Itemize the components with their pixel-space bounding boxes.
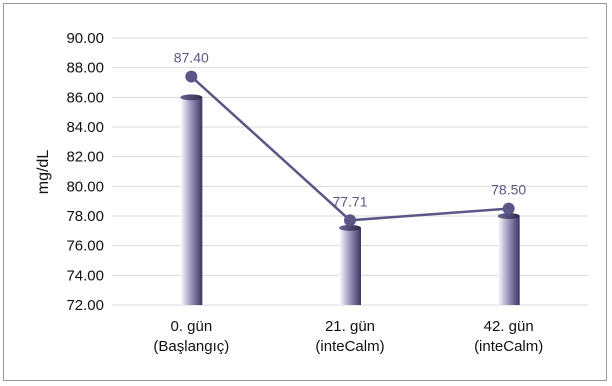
data-label: 78.50 — [491, 182, 526, 198]
line-marker — [185, 70, 198, 83]
y-tick-label: 72.00 — [66, 297, 104, 314]
x-category-label: (inteCalm) — [315, 338, 384, 355]
x-category-label: 0. gün — [170, 318, 212, 335]
x-category-label: (inteCalm) — [474, 338, 543, 355]
bar-cap — [497, 213, 520, 219]
line-marker — [344, 214, 356, 227]
y-tick-label: 80.00 — [66, 178, 104, 195]
y-tick-label: 82.00 — [66, 149, 104, 166]
bar — [339, 227, 361, 305]
y-tick-label: 76.00 — [66, 238, 104, 255]
series-line: 87.40 77.71 78.50 — [174, 50, 526, 227]
y-tick-label: 88.00 — [66, 60, 104, 77]
x-category-label: 21. gün — [325, 318, 375, 335]
bar-cap — [180, 94, 203, 101]
y-tick-label: 84.00 — [66, 119, 104, 136]
data-label: 87.40 — [174, 50, 209, 66]
y-tick-label: 86.00 — [66, 89, 104, 106]
x-axis-categories: 0. gün (Başlangıç) 21. gün (inteCalm) 42. gü… — [153, 318, 543, 355]
y-tick-label: 90.00 — [66, 30, 104, 47]
x-category-label: (Başlangıç) — [153, 338, 229, 355]
data-label: 77.71 — [332, 193, 367, 209]
y-tick-label: 74.00 — [66, 267, 104, 284]
chart-frame — [3, 3, 607, 381]
bars — [180, 94, 520, 305]
y-axis-ticks: 72.00 74.00 76.00 78.00 80.00 82.00 84.00 86.00… — [66, 30, 104, 314]
line-marker — [502, 202, 515, 215]
bar — [180, 97, 203, 305]
x-category-label: 42. gün — [484, 318, 534, 335]
bar — [497, 216, 520, 305]
y-tick-label: 78.00 — [66, 208, 104, 225]
y-axis-label: mg/dL — [35, 150, 52, 195]
bar-cap — [339, 224, 361, 231]
